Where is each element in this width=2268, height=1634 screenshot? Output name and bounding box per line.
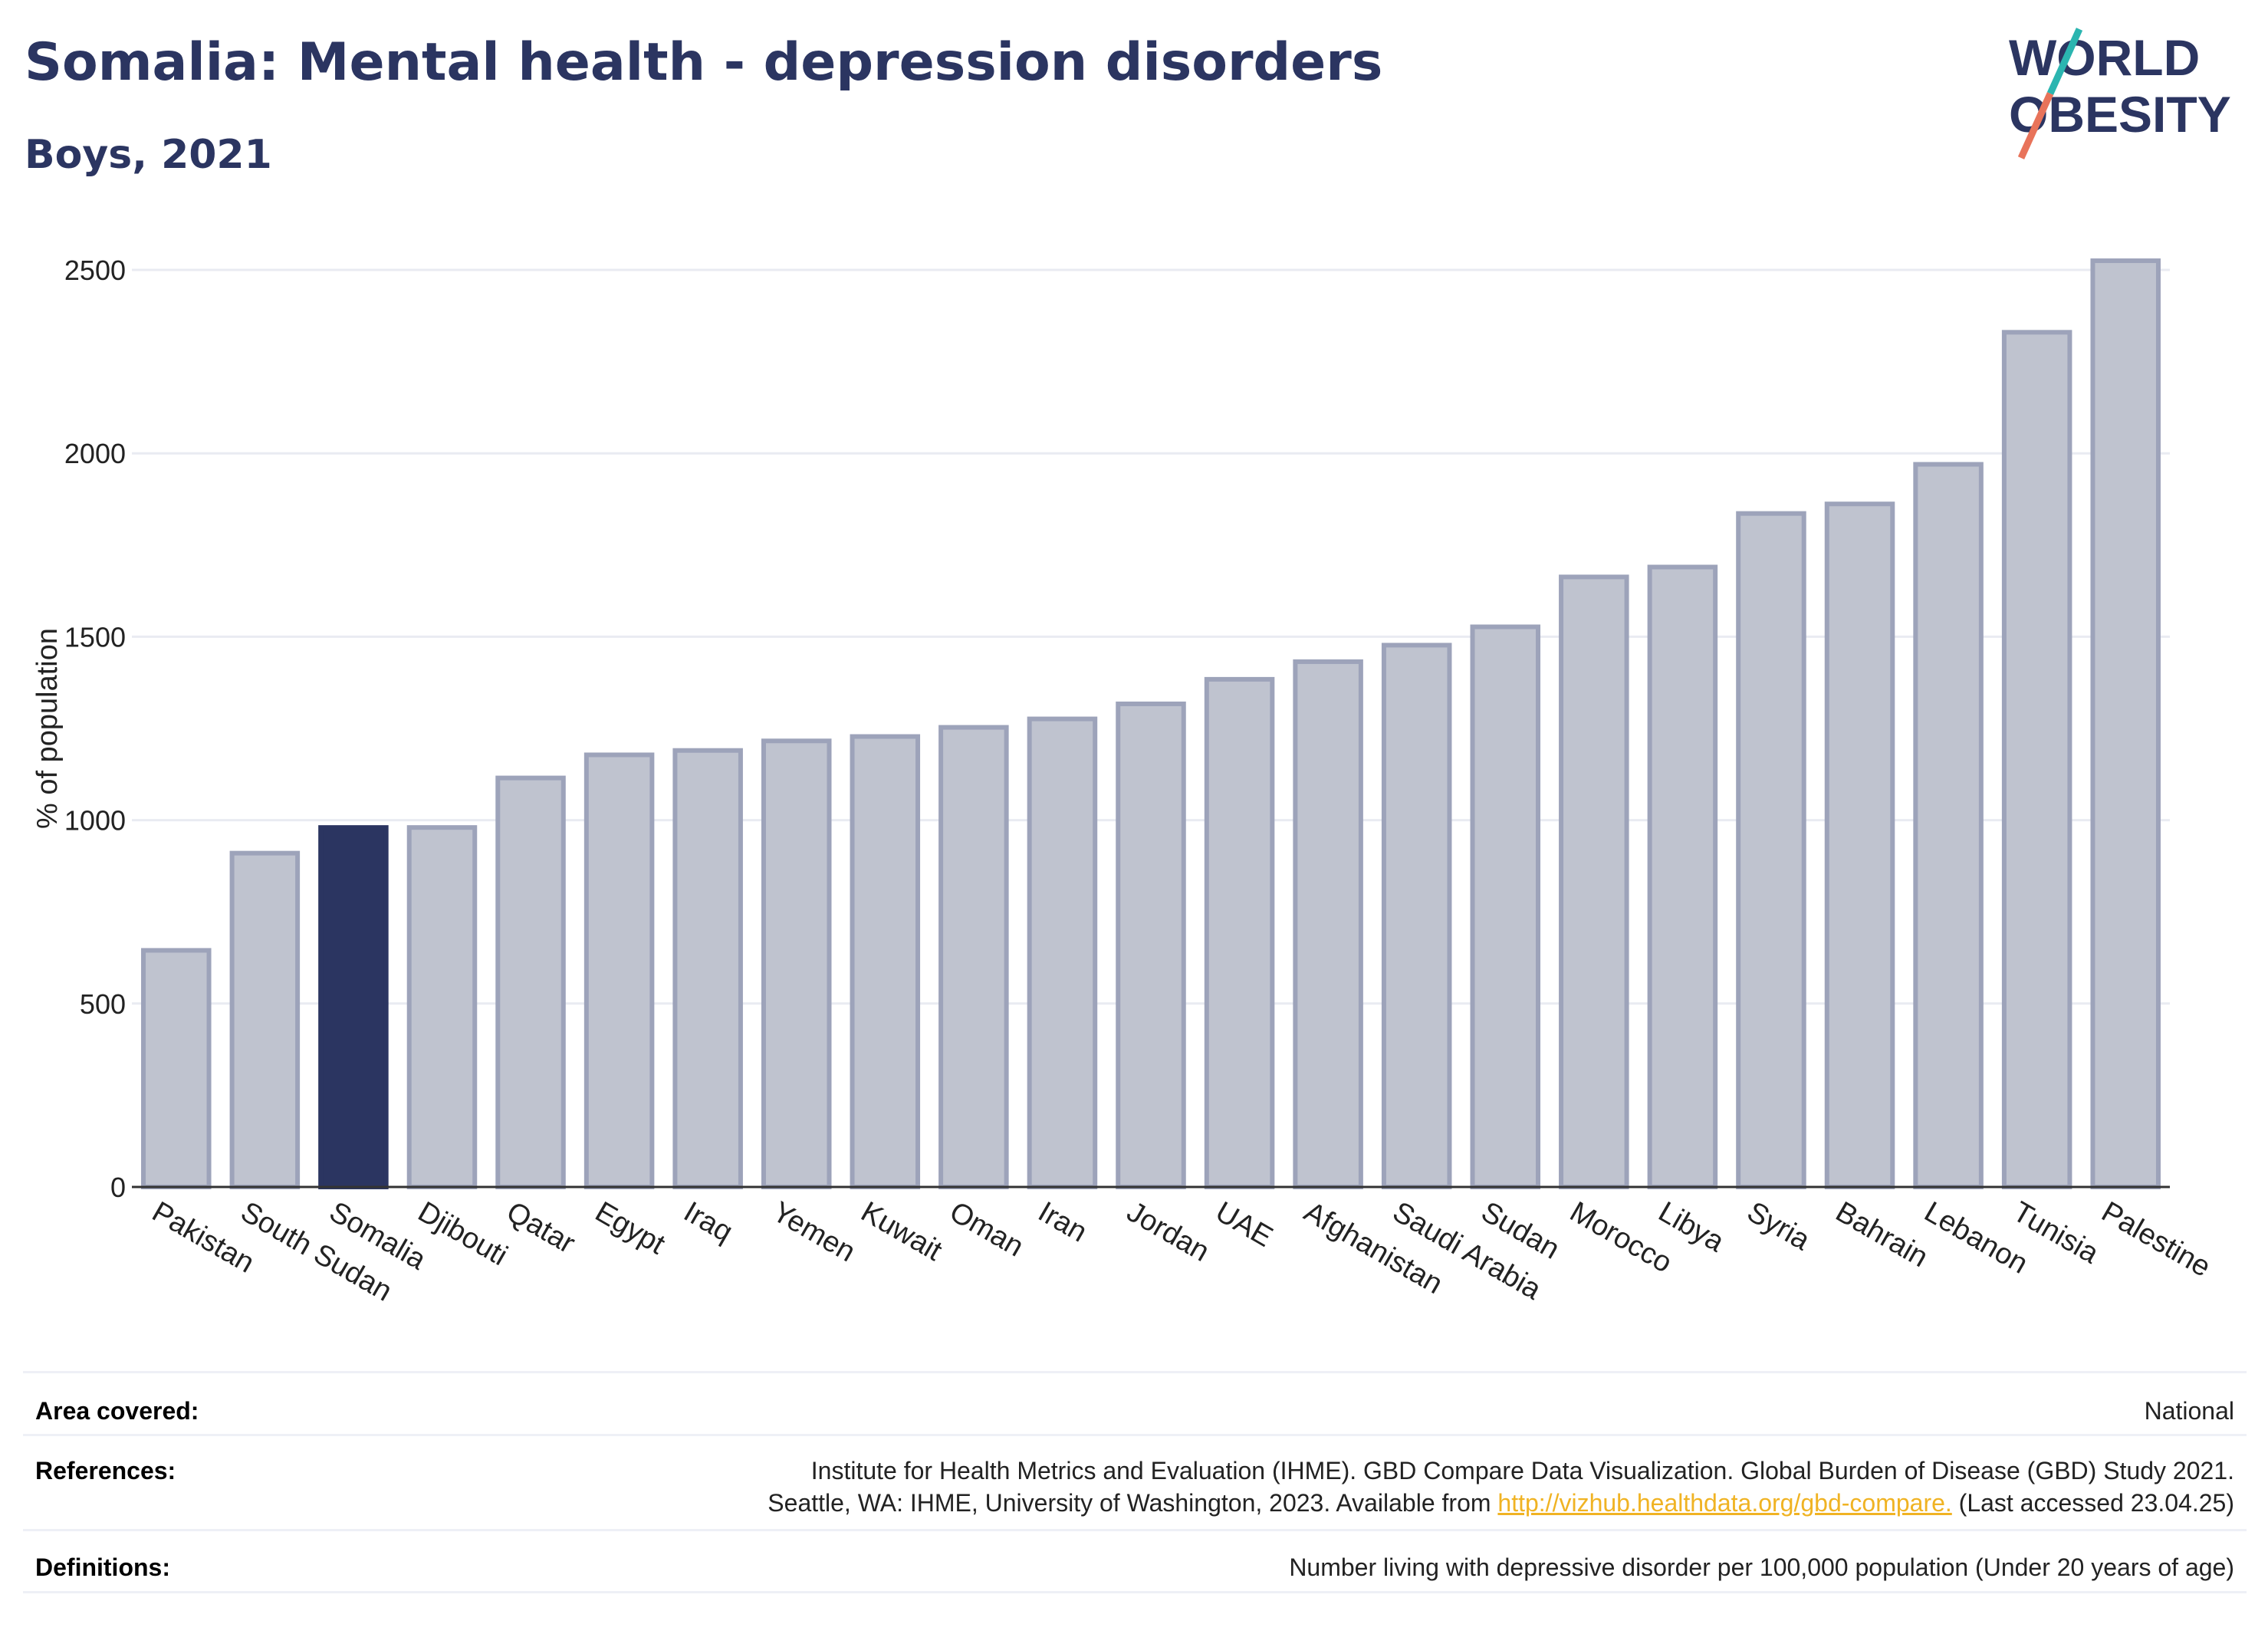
- references-line2-pre: Seattle, WA: IHME, University of Washing…: [768, 1489, 1498, 1517]
- x-tick-label-syria: Syria: [1741, 1195, 1816, 1257]
- bar-oman: [938, 725, 1009, 1189]
- bar-uae: [1204, 676, 1275, 1189]
- footer-row-references: References: Institute for Health Metrics…: [23, 1434, 2247, 1529]
- y-axis-title: % of population: [31, 628, 64, 829]
- bar-south-sudan: [229, 850, 301, 1189]
- footer-row-definitions: Definitions: Number living with depressi…: [23, 1529, 2247, 1593]
- bar-qatar: [495, 775, 566, 1189]
- logo-slash-bottom: [2017, 92, 2054, 159]
- x-tick-label-iraq: Iraq: [679, 1195, 738, 1248]
- bar-tunisia: [2001, 330, 2072, 1189]
- chart-footer: Area covered: National References: Insti…: [23, 1371, 2247, 1593]
- bar-djibouti: [406, 825, 478, 1189]
- x-tick-label-djibouti: Djibouti: [413, 1195, 513, 1272]
- y-tick-label-500: 500: [80, 988, 126, 1020]
- definitions-label: Definitions:: [35, 1553, 170, 1581]
- bar-egypt: [583, 752, 655, 1189]
- area-label: Area covered:: [35, 1397, 199, 1425]
- x-tick-label-uae: UAE: [1210, 1195, 1278, 1253]
- footer-row-area: Area covered: National: [23, 1371, 2247, 1434]
- y-tick-label-0: 0: [110, 1172, 126, 1203]
- bar-somalia: [318, 825, 389, 1189]
- x-tick-label-iran: Iran: [1033, 1195, 1093, 1248]
- references-line2-post: (Last accessed 23.04.25): [1951, 1489, 2234, 1517]
- bar-syria: [1736, 511, 1806, 1189]
- world-obesity-logo: WORLD OBESITY: [2009, 28, 2231, 159]
- references-label: References:: [35, 1457, 176, 1484]
- bar-sudan: [1470, 624, 1541, 1189]
- bar-iran: [1027, 716, 1098, 1189]
- logo-line1: WORLD: [2009, 29, 2200, 86]
- logo-slash-top: [2046, 28, 2083, 95]
- bar-lebanon: [1913, 462, 1984, 1189]
- x-tick-label-palestine: Palestine: [2096, 1195, 2216, 1284]
- x-tick-label-qatar: Qatar: [501, 1195, 581, 1260]
- y-tick-label-2500: 2500: [64, 255, 126, 286]
- y-tick-label-1500: 1500: [64, 621, 126, 653]
- chart-title: Somalia: Mental health - depression diso…: [25, 32, 1383, 93]
- bar-yemen: [761, 738, 832, 1189]
- bar-bahrain: [1824, 501, 1895, 1189]
- references-value: Institute for Health Metrics and Evaluat…: [768, 1455, 2234, 1519]
- x-tick-label-bahrain: Bahrain: [1830, 1195, 1933, 1274]
- area-value: National: [2144, 1397, 2234, 1425]
- bar-morocco: [1559, 574, 1629, 1189]
- bar-iraq: [672, 748, 743, 1189]
- bar-palestine: [2090, 258, 2161, 1189]
- y-tick-label-2000: 2000: [64, 438, 126, 469]
- chart-subtitle: Boys, 2021: [25, 132, 272, 178]
- x-tick-label-kuwait: Kuwait: [856, 1195, 948, 1267]
- bar-jordan: [1116, 701, 1186, 1189]
- bar-afghanistan: [1293, 659, 1363, 1189]
- x-tick-label-morocco: Morocco: [1564, 1195, 1677, 1279]
- bar-saudi-arabia: [1381, 643, 1452, 1189]
- y-tick-label-1000: 1000: [64, 805, 126, 837]
- x-tick-label-jordan: Jordan: [1122, 1195, 1215, 1267]
- x-tick-label-egypt: Egypt: [590, 1195, 671, 1261]
- x-tick-label-yemen: Yemen: [767, 1195, 860, 1268]
- bar-pakistan: [141, 948, 212, 1189]
- bar-chart: 0 500 1000 1500 2000 2500 % of population Pakis…: [31, 255, 2216, 1308]
- x-tick-label-pakistan: Pakistan: [146, 1195, 259, 1279]
- references-line1: Institute for Health Metrics and Evaluat…: [810, 1457, 2234, 1484]
- bar-kuwait: [850, 734, 921, 1189]
- bar-libya: [1647, 564, 1718, 1189]
- definitions-value: Number living with depressive disorder p…: [1289, 1553, 2234, 1581]
- x-tick-label-oman: Oman: [944, 1195, 1029, 1263]
- references-link[interactable]: http://vizhub.healthdata.org/gbd-compare…: [1497, 1489, 1952, 1517]
